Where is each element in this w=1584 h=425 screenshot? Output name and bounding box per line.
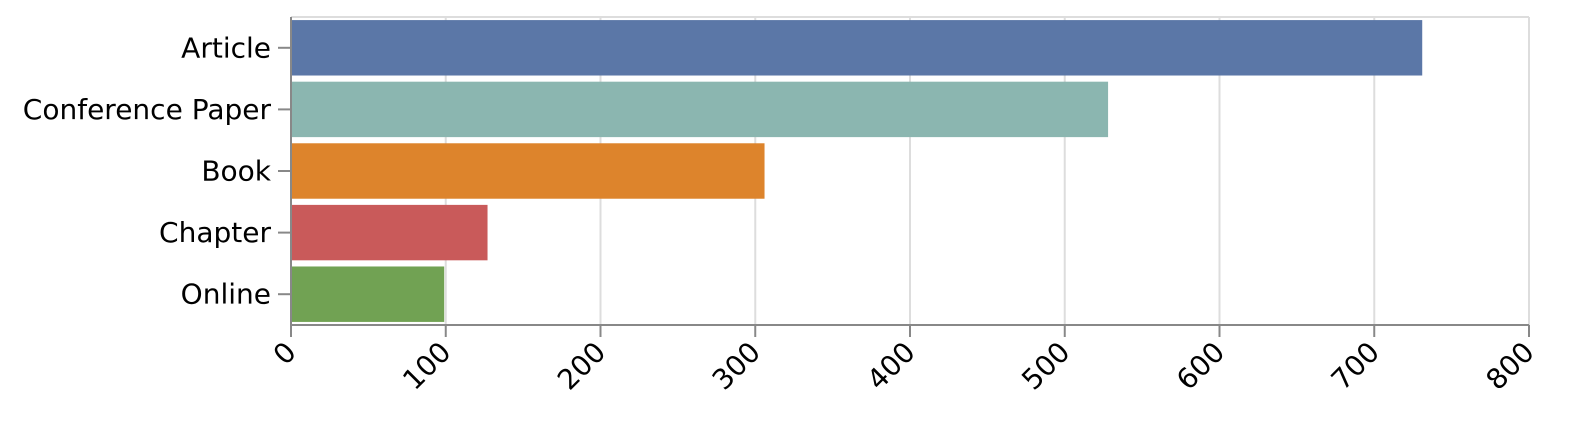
y-tick-label-2: Book xyxy=(201,155,271,188)
x-tick-label-5: 500 xyxy=(1015,335,1076,396)
x-tick-label-4: 400 xyxy=(861,335,922,396)
bar-3 xyxy=(291,204,488,261)
bar-1 xyxy=(291,81,1109,138)
x-tick-label-2: 200 xyxy=(551,335,612,396)
y-tick-label-4: Online xyxy=(181,278,271,311)
bar-0 xyxy=(291,20,1423,76)
y-tick-label-1: Conference Paper xyxy=(23,93,272,126)
y-tick-label-3: Chapter xyxy=(159,216,271,249)
bar-4 xyxy=(291,266,445,322)
bar-2 xyxy=(291,143,765,199)
bars xyxy=(291,20,1423,322)
y-tick-label-0: Article xyxy=(181,31,271,64)
x-tick-label-7: 700 xyxy=(1325,335,1386,396)
x-tick-label-0: 0 xyxy=(267,335,303,371)
x-tick-label-1: 100 xyxy=(396,335,457,396)
x-tick-label-3: 300 xyxy=(706,335,767,396)
x-tick-label-6: 600 xyxy=(1170,335,1231,396)
x-tick-label-8: 800 xyxy=(1480,335,1541,396)
